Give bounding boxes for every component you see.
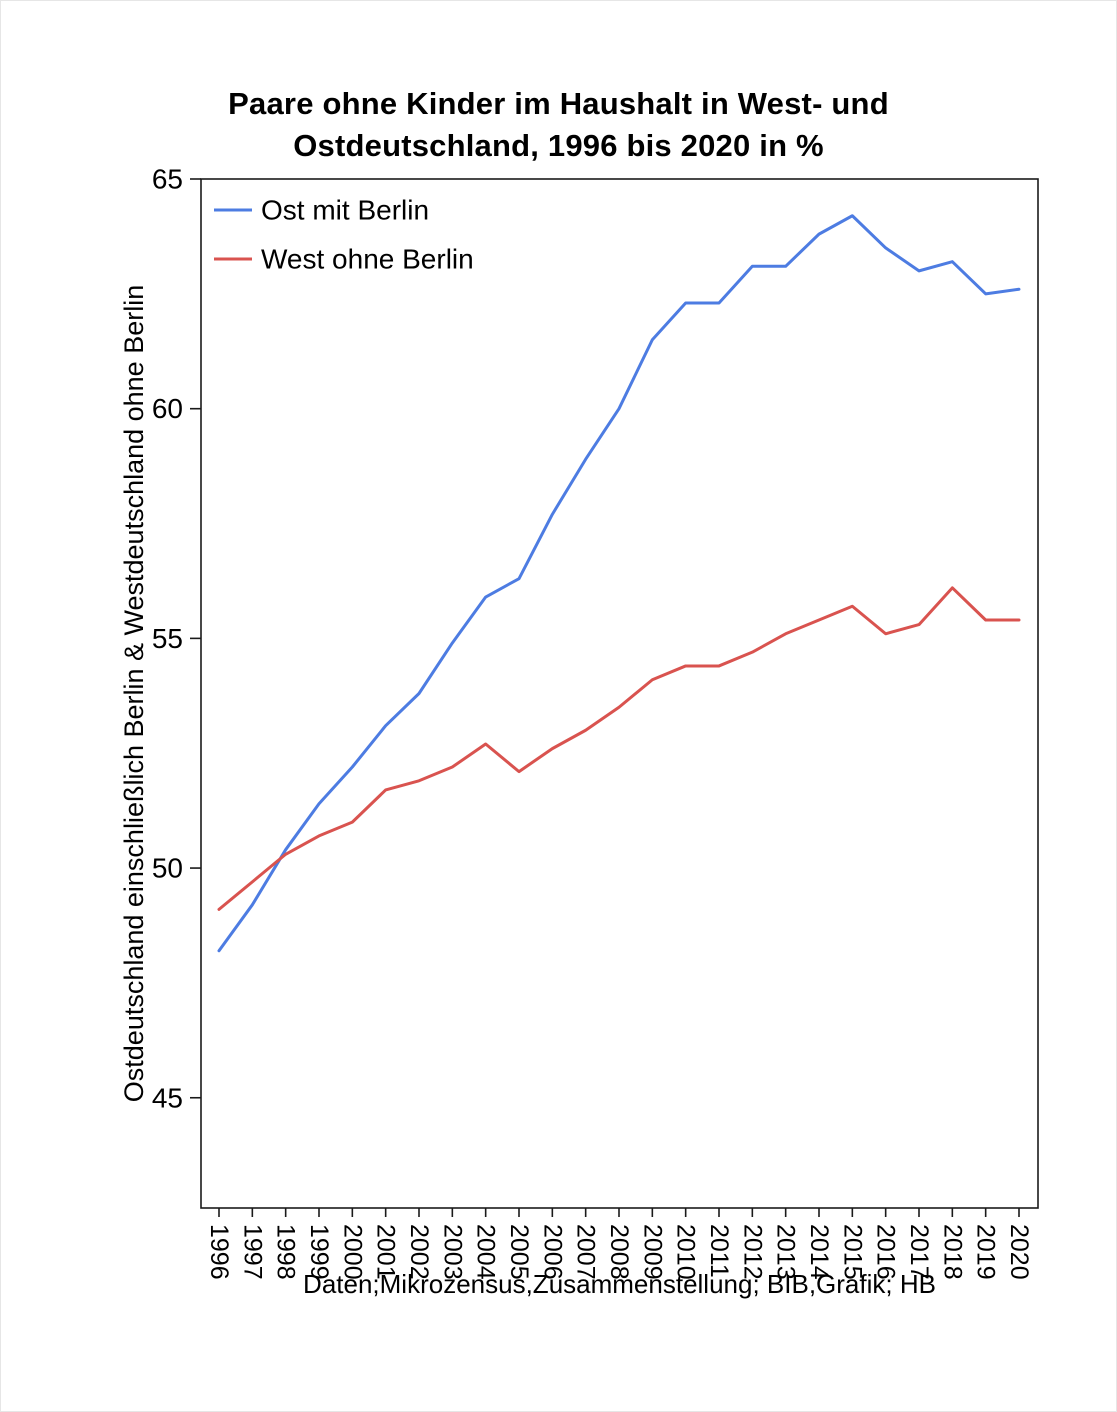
x-axis-tick-label: 2011	[705, 1224, 733, 1278]
chart-caption: Daten;Mikrozensus,Zusammenstellung; BIB,…	[303, 1269, 936, 1299]
y-axis-tick-label: 65	[152, 164, 183, 195]
x-axis-tick-label: 2003	[438, 1224, 466, 1280]
x-axis-tick-label: 2001	[372, 1224, 400, 1280]
plot-frame	[200, 178, 1039, 1209]
y-axis-tick-label: 60	[152, 393, 183, 424]
series-line-1	[217, 586, 1021, 911]
x-axis-tick-label: 2004	[472, 1224, 500, 1280]
x-axis-tick-label: 1997	[238, 1224, 266, 1280]
series-line-0	[217, 214, 1021, 953]
x-axis-tick-label: 2012	[738, 1224, 766, 1280]
x-axis-tick-label: 2017	[905, 1224, 933, 1280]
x-axis-tick-label: 2013	[772, 1224, 800, 1280]
x-axis-tick-label: 2014	[805, 1224, 833, 1280]
x-axis-tick-label: 2020	[1005, 1224, 1033, 1280]
chart-title: Paare ohne Kinder im Haushalt in West- u…	[228, 86, 889, 163]
x-axis-tick-label: 1998	[272, 1224, 300, 1280]
x-axis-tick-label: 2006	[538, 1224, 566, 1280]
x-axis-tick-label: 2010	[672, 1224, 700, 1280]
y-axis-tick-label: 50	[152, 853, 183, 884]
x-axis-tick-label: 2016	[872, 1224, 900, 1280]
x-axis-tick-label: 2019	[972, 1224, 1000, 1280]
x-axis-tick-label: 1996	[205, 1224, 233, 1280]
x-axis-tick-label: 2005	[505, 1224, 533, 1280]
y-axis-tick-label: 55	[152, 623, 183, 654]
x-axis-tick-label: 2009	[638, 1224, 666, 1280]
x-axis-tick-label: 2002	[405, 1224, 433, 1280]
legend-label-0: Ost mit Berlin	[261, 195, 429, 226]
legend-label-1: West ohne Berlin	[261, 244, 474, 275]
y-axis-label: Ostdeutschland einschließlich Berlin & W…	[119, 285, 149, 1102]
x-axis-tick-label: 2018	[938, 1224, 966, 1280]
x-axis-tick-label: 2015	[838, 1224, 866, 1280]
x-axis-tick-label: 1999	[305, 1224, 333, 1280]
x-axis-tick-label: 2007	[572, 1224, 600, 1280]
x-axis-tick-label: 2000	[338, 1224, 366, 1280]
y-axis-tick-label: 45	[152, 1082, 183, 1113]
x-axis-tick-label: 2008	[605, 1224, 633, 1280]
